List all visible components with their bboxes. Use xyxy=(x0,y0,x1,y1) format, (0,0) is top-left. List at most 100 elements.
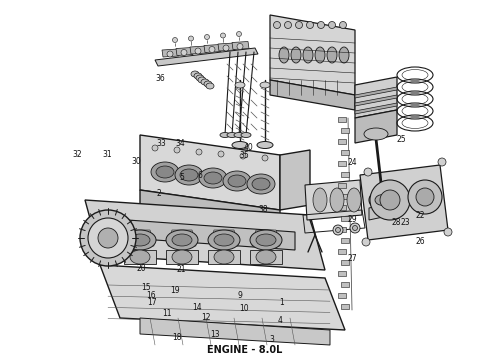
Polygon shape xyxy=(210,230,238,246)
Ellipse shape xyxy=(198,77,206,83)
Bar xyxy=(338,249,346,254)
Polygon shape xyxy=(208,250,240,264)
Text: 9: 9 xyxy=(238,291,243,300)
Ellipse shape xyxy=(204,35,210,40)
Ellipse shape xyxy=(166,230,198,250)
Polygon shape xyxy=(270,80,355,110)
Ellipse shape xyxy=(369,190,397,210)
Polygon shape xyxy=(126,230,154,246)
Ellipse shape xyxy=(328,22,336,28)
Ellipse shape xyxy=(444,228,452,236)
Bar xyxy=(338,161,346,166)
Text: 2: 2 xyxy=(157,189,162,198)
Ellipse shape xyxy=(256,250,276,264)
Polygon shape xyxy=(124,250,156,264)
Polygon shape xyxy=(252,230,280,246)
Polygon shape xyxy=(355,77,397,118)
Polygon shape xyxy=(168,230,196,246)
Ellipse shape xyxy=(352,225,358,230)
Ellipse shape xyxy=(220,33,225,38)
Bar xyxy=(338,227,346,232)
Polygon shape xyxy=(155,48,258,66)
Text: 29: 29 xyxy=(347,215,357,224)
Polygon shape xyxy=(162,49,179,57)
Text: 30: 30 xyxy=(131,157,141,166)
Text: 12: 12 xyxy=(201,313,211,322)
Ellipse shape xyxy=(370,180,410,220)
Ellipse shape xyxy=(315,47,325,63)
Ellipse shape xyxy=(237,44,243,49)
Ellipse shape xyxy=(180,169,198,181)
Ellipse shape xyxy=(195,48,201,54)
Ellipse shape xyxy=(191,71,199,77)
Ellipse shape xyxy=(303,47,313,63)
Ellipse shape xyxy=(172,37,177,42)
Ellipse shape xyxy=(189,36,194,41)
Ellipse shape xyxy=(416,188,434,206)
Bar xyxy=(338,205,346,210)
Text: 20: 20 xyxy=(136,264,146,273)
Ellipse shape xyxy=(252,178,270,190)
Ellipse shape xyxy=(375,194,391,206)
Text: 4: 4 xyxy=(278,316,283,325)
Ellipse shape xyxy=(336,228,341,233)
Text: 18: 18 xyxy=(172,333,182,342)
Text: 26: 26 xyxy=(416,237,425,246)
Text: 23: 23 xyxy=(401,218,411,227)
Ellipse shape xyxy=(330,188,344,212)
Polygon shape xyxy=(355,95,397,106)
Ellipse shape xyxy=(167,51,173,57)
Ellipse shape xyxy=(307,22,314,28)
Ellipse shape xyxy=(237,31,242,36)
Polygon shape xyxy=(360,165,448,240)
Text: 35: 35 xyxy=(239,151,249,160)
Polygon shape xyxy=(100,218,295,250)
Text: 33: 33 xyxy=(157,139,167,148)
Polygon shape xyxy=(85,200,325,270)
Ellipse shape xyxy=(204,81,212,87)
Polygon shape xyxy=(232,41,249,49)
Ellipse shape xyxy=(151,162,179,182)
Ellipse shape xyxy=(285,22,292,28)
Text: 34: 34 xyxy=(175,139,185,148)
Bar xyxy=(338,117,346,122)
Ellipse shape xyxy=(364,168,372,176)
Ellipse shape xyxy=(318,22,324,28)
Bar xyxy=(341,260,349,265)
Polygon shape xyxy=(166,250,198,264)
Ellipse shape xyxy=(380,190,400,210)
Text: ENGINE - 8.0L: ENGINE - 8.0L xyxy=(207,345,283,355)
Ellipse shape xyxy=(223,45,229,51)
Ellipse shape xyxy=(175,165,203,185)
Bar xyxy=(341,128,349,133)
Bar xyxy=(338,183,346,188)
Ellipse shape xyxy=(206,83,214,89)
Bar xyxy=(338,293,346,298)
Ellipse shape xyxy=(364,128,388,140)
Text: 1: 1 xyxy=(279,298,284,307)
Polygon shape xyxy=(100,265,345,330)
Bar xyxy=(341,238,349,243)
Ellipse shape xyxy=(174,147,180,153)
Polygon shape xyxy=(176,48,193,55)
Polygon shape xyxy=(280,150,310,210)
Text: 24: 24 xyxy=(347,158,357,167)
Ellipse shape xyxy=(333,225,343,235)
Text: 21: 21 xyxy=(176,265,186,274)
Polygon shape xyxy=(355,103,397,114)
Text: 6: 6 xyxy=(197,171,202,180)
Ellipse shape xyxy=(196,149,202,155)
Bar xyxy=(341,216,349,221)
Text: 36: 36 xyxy=(156,74,166,83)
Polygon shape xyxy=(355,110,397,143)
Ellipse shape xyxy=(172,250,192,264)
Ellipse shape xyxy=(218,151,224,157)
Ellipse shape xyxy=(204,172,222,184)
Ellipse shape xyxy=(124,230,156,250)
Text: 38: 38 xyxy=(259,205,269,214)
Ellipse shape xyxy=(339,47,349,63)
Ellipse shape xyxy=(327,47,337,63)
Ellipse shape xyxy=(260,82,270,88)
Text: 27: 27 xyxy=(347,254,357,263)
Text: 40: 40 xyxy=(244,143,254,152)
